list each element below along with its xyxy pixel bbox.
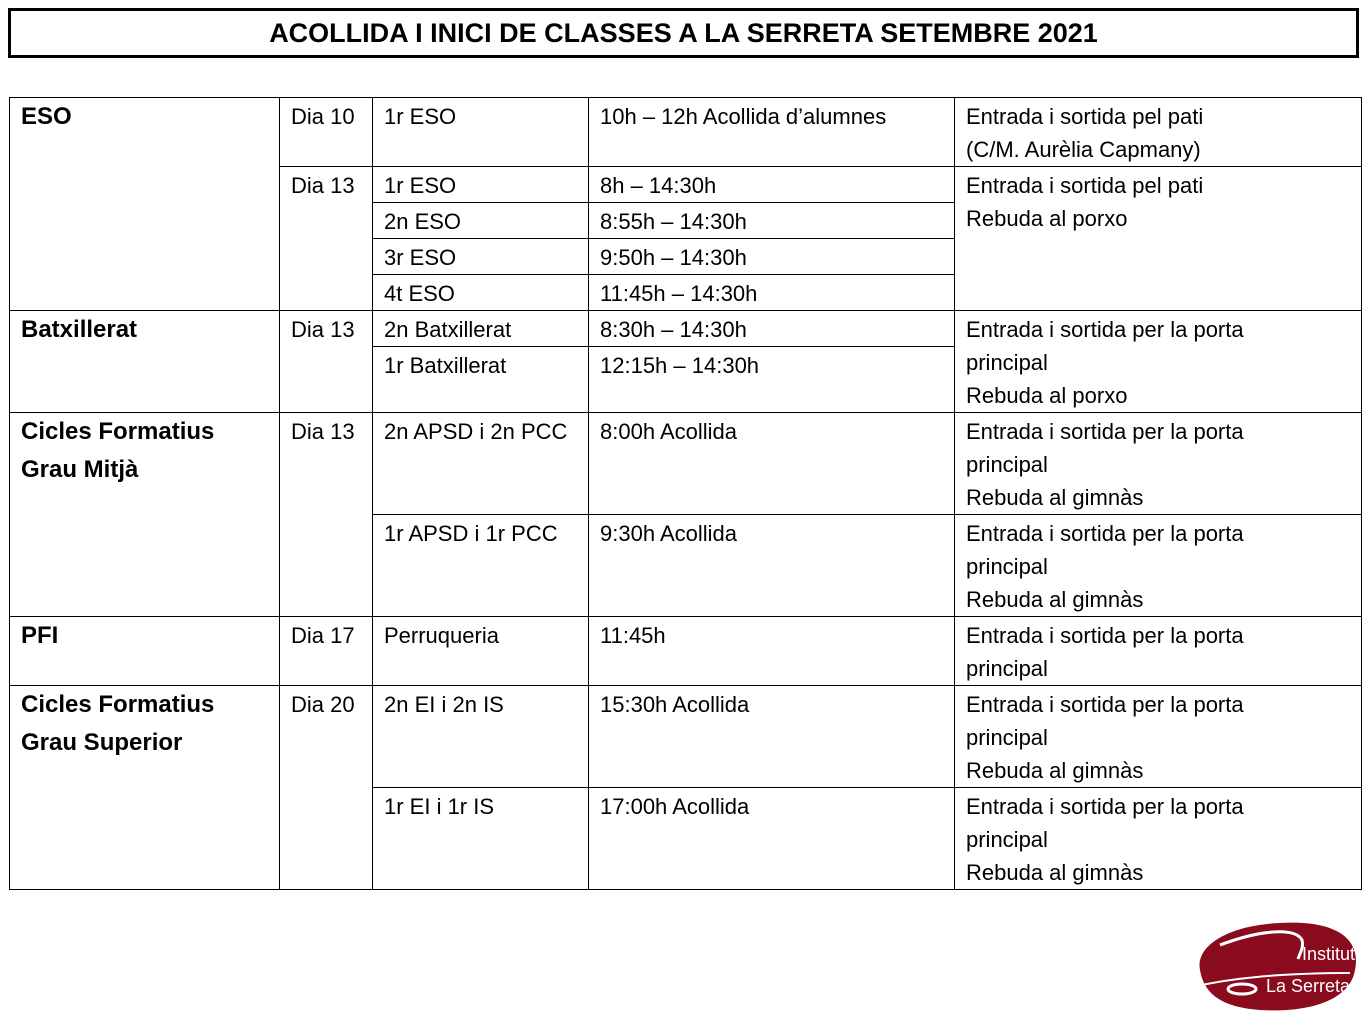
time-cell: 8:00h Acollida xyxy=(588,412,955,515)
time-cell: 17:00h Acollida xyxy=(588,787,955,890)
notes-line: Entrada i sortida per la porta xyxy=(966,521,1244,546)
notes-line: Rebuda al porxo xyxy=(966,383,1128,408)
notes-cell: Entrada i sortida per la porta principal xyxy=(954,616,1362,686)
institut-la-serreta-logo: Institut La Serreta xyxy=(1199,922,1356,1011)
day-cell: Dia 13 xyxy=(279,412,373,617)
table-row: 3r ESO 9:50h – 14:30h xyxy=(10,238,1362,275)
level-label: Cicles Formatius xyxy=(21,418,215,445)
level-label: Cicles Formatius xyxy=(21,691,215,718)
time-cell: 11:45h – 14:30h xyxy=(588,274,955,311)
course-cell: 2n Batxillerat xyxy=(372,310,589,347)
notes-line: Rebuda al gimnàs xyxy=(966,758,1144,783)
time-cell: 8h – 14:30h xyxy=(588,166,955,203)
table-row: 1r EI i 1r IS 17:00h Acollida Entrada i so… xyxy=(10,787,1362,890)
notes-line: principal xyxy=(966,725,1048,750)
notes-line: Rebuda al gimnàs xyxy=(966,587,1144,612)
day-cell: Dia 17 xyxy=(279,616,373,686)
time-cell: 10h – 12h Acollida d’alumnes xyxy=(588,97,955,167)
schedule-table: ESO Dia 10 1r ESO 10h – 12h Acollida d’alum… xyxy=(9,97,1362,890)
time-cell: 9:30h Acollida xyxy=(588,514,955,617)
notes-cell: Entrada i sortida per la porta principal R… xyxy=(954,514,1362,617)
table-row: 1r Batxillerat 12:15h – 14:30h xyxy=(10,346,1362,413)
level-label: PFI xyxy=(21,622,59,649)
notes-line: Entrada i sortida per la porta xyxy=(966,623,1244,648)
notes-line: Entrada i sortida per la porta xyxy=(966,692,1244,717)
notes-line: (C/M. Aurèlia Capmany) xyxy=(966,137,1201,162)
level-cell: Cicles Formatius Grau Superior xyxy=(9,685,280,890)
table-row: 1r APSD i 1r PCC 9:30h Acollida Entrada i … xyxy=(10,514,1362,617)
level-cell: ESO xyxy=(9,97,280,311)
time-cell: 8:55h – 14:30h xyxy=(588,202,955,239)
notes-line: Entrada i sortida pel pati xyxy=(966,104,1204,129)
level-label: ESO xyxy=(21,103,72,130)
notes-line: principal xyxy=(966,350,1048,375)
time-cell: 9:50h – 14:30h xyxy=(588,238,955,275)
notes-line: Entrada i sortida pel pati xyxy=(966,173,1204,198)
time-cell: 11:45h xyxy=(588,616,955,686)
day-cell: Dia 13 xyxy=(279,166,373,311)
notes-line: Entrada i sortida per la porta xyxy=(966,419,1244,444)
notes-line: principal xyxy=(966,827,1048,852)
table-row: Batxillerat Dia 13 2n Batxillerat 8:30h – 1… xyxy=(9,310,1362,413)
notes-line: principal xyxy=(966,554,1048,579)
level-label: Grau Mitjà xyxy=(21,456,139,483)
notes-cell: Entrada i sortida per la porta principal R… xyxy=(954,787,1362,890)
notes-line: Entrada i sortida per la porta xyxy=(966,794,1244,819)
table-row: 2n ESO 8:55h – 14:30h xyxy=(10,202,1362,239)
notes-cell: Entrada i sortida per la porta principal R… xyxy=(954,685,1362,788)
course-cell: 2n EI i 2n IS xyxy=(372,685,589,788)
day-cell: Dia 20 xyxy=(279,685,373,890)
time-cell: 8:30h – 14:30h xyxy=(588,310,955,347)
course-cell: 1r Batxillerat xyxy=(372,346,589,413)
level-cell: PFI xyxy=(9,616,280,686)
table-row: Cicles Formatius Grau Mitjà Dia 13 2n APSD … xyxy=(9,412,1362,617)
table-row: PFI Dia 17 Perruqueria 11:45h Entrada i sort… xyxy=(9,616,1362,686)
table-row: 4t ESO 11:45h – 14:30h xyxy=(10,274,1362,311)
course-cell: 3r ESO xyxy=(372,238,589,275)
table-row: ESO Dia 10 1r ESO 10h – 12h Acollida d’alum… xyxy=(9,97,1362,311)
course-cell: 4t ESO xyxy=(372,274,589,311)
notes-line: Entrada i sortida per la porta xyxy=(966,317,1244,342)
course-cell: 2n APSD i 2n PCC xyxy=(372,412,589,515)
time-cell: 12:15h – 14:30h xyxy=(588,346,955,413)
table-row: Cicles Formatius Grau Superior Dia 20 2n EI… xyxy=(9,685,1362,890)
svg-text:Institut: Institut xyxy=(1302,944,1355,964)
notes-line: Rebuda al gimnàs xyxy=(966,860,1144,885)
course-cell: 1r ESO xyxy=(372,166,589,203)
document-title: ACOLLIDA I INICI DE CLASSES A LA SERRETA… xyxy=(8,8,1359,58)
notes-line: principal xyxy=(966,656,1048,681)
svg-text:La Serreta: La Serreta xyxy=(1266,976,1351,996)
notes-line: principal xyxy=(966,452,1048,477)
level-label: Grau Superior xyxy=(21,729,183,756)
course-cell: 1r ESO xyxy=(372,97,589,167)
notes-line: Rebuda al gimnàs xyxy=(966,485,1144,510)
notes-cell: Entrada i sortida per la porta principal R… xyxy=(954,310,1362,413)
time-cell: 15:30h Acollida xyxy=(588,685,955,788)
course-cell: 1r EI i 1r IS xyxy=(372,787,589,890)
day-cell: Dia 10 xyxy=(279,97,373,167)
course-cell: 2n ESO xyxy=(372,202,589,239)
notes-line: Rebuda al porxo xyxy=(966,206,1128,231)
course-cell: 1r APSD i 1r PCC xyxy=(372,514,589,617)
course-cell: Perruqueria xyxy=(372,616,589,686)
level-label: Batxillerat xyxy=(21,316,138,343)
notes-cell: Entrada i sortida per la porta principal R… xyxy=(954,412,1362,515)
notes-cell: Entrada i sortida pel pati (C/M. Aurèlia … xyxy=(954,97,1362,167)
notes-cell: Entrada i sortida pel pati Rebuda al porx… xyxy=(954,166,1362,311)
level-cell: Cicles Formatius Grau Mitjà xyxy=(9,412,280,617)
day-cell: Dia 13 xyxy=(279,310,373,413)
level-cell: Batxillerat xyxy=(9,310,280,413)
